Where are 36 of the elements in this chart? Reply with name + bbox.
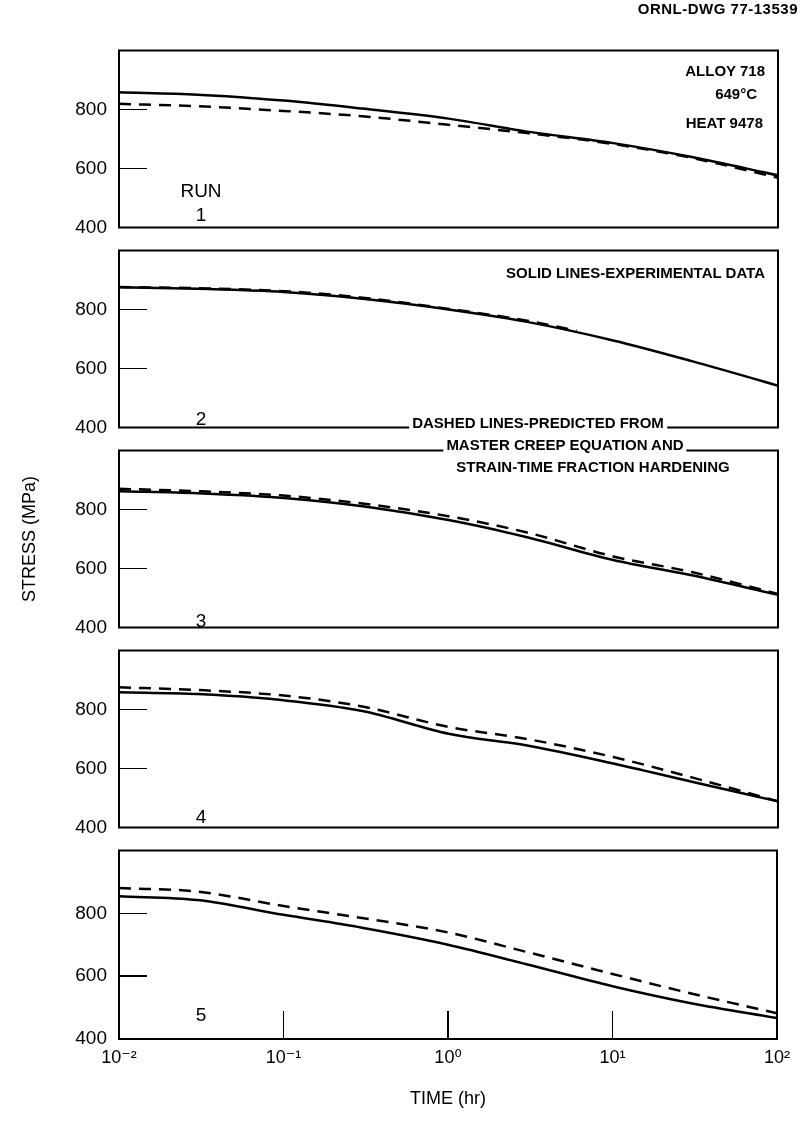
annotation: HEAT 9478 <box>685 112 763 132</box>
annotation: ALLOY 718 <box>685 60 765 80</box>
y-tick-label: 800 <box>75 97 107 119</box>
x-tick-label: 10⁰ <box>434 1046 462 1067</box>
y-tick-label: 400 <box>75 615 107 637</box>
x-tick-label: 10⁻¹ <box>265 1046 302 1067</box>
annotation: 649°C <box>715 83 757 103</box>
y-tick-label: 400 <box>75 1027 107 1049</box>
y-axis-title: STRESS (MPa) <box>18 475 39 603</box>
y-tick-label: 600 <box>75 356 107 378</box>
y-tick-label: 600 <box>75 556 107 578</box>
annotation: MASTER CREEP EQUATION AND <box>443 434 687 454</box>
x-tick-label: 10⁻² <box>101 1046 137 1067</box>
annotation: SOLID LINES-EXPERIMENTAL DATA <box>506 262 765 282</box>
annotation: 1 <box>195 203 207 225</box>
y-tick-label: 800 <box>75 497 107 519</box>
y-tick-label: 600 <box>75 156 107 178</box>
y-tick-label: 400 <box>75 415 107 437</box>
annotation: RUN <box>180 179 222 201</box>
annotation: 2 <box>195 407 207 429</box>
x-axis-title: TIME (hr) <box>410 1088 486 1109</box>
annotation: 4 <box>195 805 207 827</box>
annotation: 3 <box>195 609 207 631</box>
y-tick-label: 400 <box>75 215 107 237</box>
y-tick-label: 600 <box>75 756 107 778</box>
x-tick-label: 10² <box>763 1046 791 1067</box>
y-tick-label: 400 <box>75 815 107 837</box>
y-tick-label: 800 <box>75 297 107 319</box>
x-tick-label: 10¹ <box>599 1046 626 1067</box>
annotation: 5 <box>195 1003 207 1025</box>
annotation: STRAIN-TIME FRACTION HARDENING <box>453 456 733 476</box>
y-tick-label: 600 <box>75 964 107 986</box>
annotation: DASHED LINES-PREDICTED FROM <box>409 412 667 432</box>
y-tick-label: 800 <box>75 697 107 719</box>
y-tick-label: 800 <box>75 901 107 923</box>
chart-title: ORNL-DWG 77-13539 <box>637 0 798 17</box>
